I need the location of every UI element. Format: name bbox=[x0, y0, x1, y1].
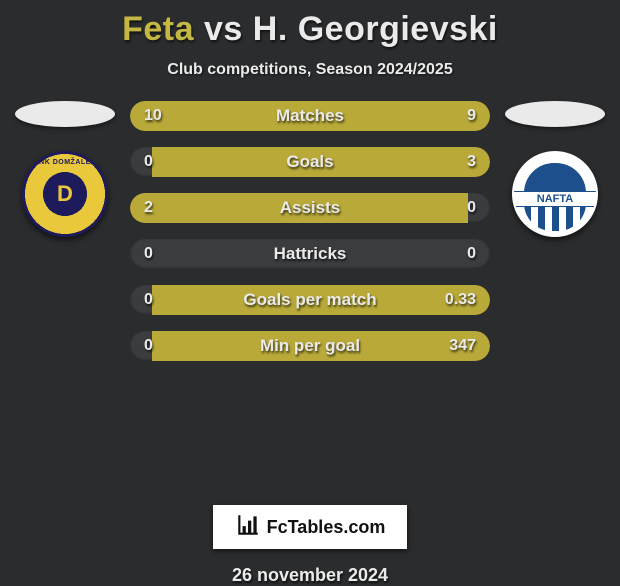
stat-value-right: 9 bbox=[467, 107, 476, 125]
stat-row: Goals per match0 0.33 bbox=[130, 285, 490, 315]
stat-label: Assists bbox=[130, 198, 490, 218]
stat-row: Min per goal0 347 bbox=[130, 331, 490, 361]
stat-row: Hattricks0 0 bbox=[130, 239, 490, 269]
stat-value-left: 0 bbox=[144, 245, 153, 263]
stat-value-right: 0 bbox=[467, 245, 476, 263]
player1-name: Feta bbox=[122, 10, 194, 48]
content-area: Matches109Goals03Assists20Hattricks00Goa… bbox=[0, 101, 620, 501]
footer-brand-text: FcTables.com bbox=[267, 517, 386, 538]
player2-column bbox=[500, 101, 610, 237]
stat-value-left: 10 bbox=[144, 107, 162, 125]
stat-label: Goals per match bbox=[130, 290, 490, 310]
stat-row: Assists2 0 bbox=[130, 193, 490, 223]
player1-column bbox=[10, 101, 120, 237]
club-badge-left bbox=[22, 151, 108, 237]
player2-name: H. Georgievski bbox=[253, 10, 498, 48]
stat-row: Goals0 3 bbox=[130, 147, 490, 177]
player2-avatar-placeholder bbox=[505, 101, 605, 127]
stat-label: Goals bbox=[130, 152, 490, 172]
stat-value-right: 0.33 bbox=[445, 291, 476, 309]
stat-value-left: 0 bbox=[144, 337, 153, 355]
footer-date: 26 november 2024 bbox=[0, 565, 620, 586]
stat-value-left: 2 bbox=[144, 199, 153, 217]
chart-icon bbox=[235, 512, 261, 543]
stat-label: Hattricks bbox=[130, 244, 490, 264]
stat-value-left: 0 bbox=[144, 291, 153, 309]
stat-value-left: 0 bbox=[144, 153, 153, 171]
stat-row: Matches10 9 bbox=[130, 101, 490, 131]
club-badge-right bbox=[512, 151, 598, 237]
stat-label: Matches bbox=[130, 106, 490, 126]
nafta-stripes bbox=[524, 203, 586, 231]
page-title: Feta vs H. Georgievski bbox=[0, 0, 620, 49]
subtitle: Club competitions, Season 2024/2025 bbox=[0, 61, 620, 79]
vs-text: vs bbox=[204, 10, 243, 48]
stat-value-right: 0 bbox=[467, 199, 476, 217]
stat-value-right: 347 bbox=[449, 337, 476, 355]
stats-bars: Matches109Goals03Assists20Hattricks00Goa… bbox=[130, 101, 490, 377]
footer-brand[interactable]: FcTables.com bbox=[213, 505, 407, 549]
player1-avatar-placeholder bbox=[15, 101, 115, 127]
stat-label: Min per goal bbox=[130, 336, 490, 356]
stat-value-right: 3 bbox=[467, 153, 476, 171]
